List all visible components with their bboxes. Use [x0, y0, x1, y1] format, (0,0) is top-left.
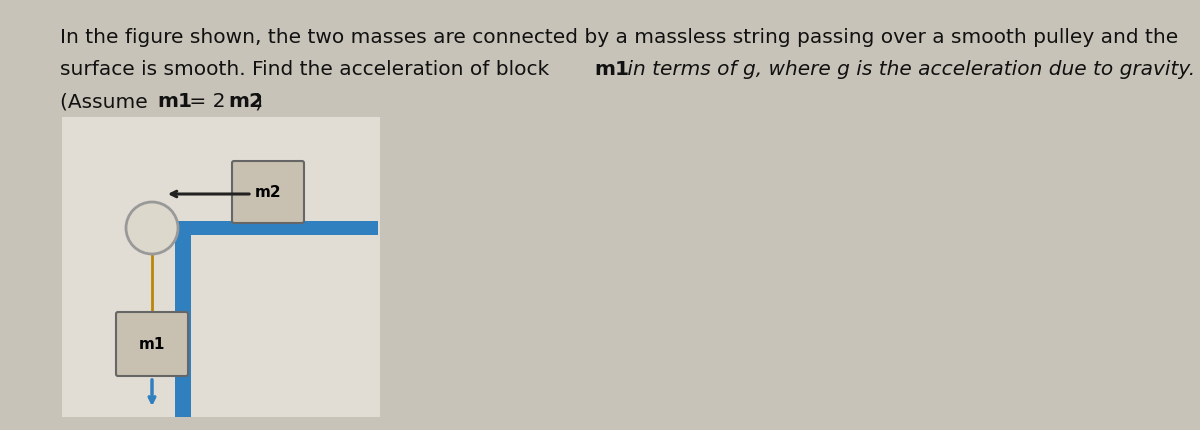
Text: in terms of g, where g is the acceleration due to gravity.: in terms of g, where g is the accelerati…: [622, 60, 1195, 79]
Text: m1: m1: [594, 60, 629, 79]
Bar: [175, 236, 191, 417]
Text: In the figure shown, the two masses are connected by a massless string passing o: In the figure shown, the two masses are …: [60, 28, 1178, 47]
Text: m2: m2: [228, 92, 263, 111]
Text: m1: m1: [157, 92, 192, 111]
Bar: [62, 118, 380, 417]
Bar: [152, 221, 378, 236]
Text: m2: m2: [254, 185, 281, 200]
Text: surface is smooth. Find the acceleration of block: surface is smooth. Find the acceleration…: [60, 60, 556, 79]
FancyBboxPatch shape: [232, 162, 304, 224]
FancyBboxPatch shape: [116, 312, 188, 376]
Text: m1: m1: [139, 337, 166, 352]
Text: (Assume: (Assume: [60, 92, 154, 111]
Circle shape: [126, 203, 178, 255]
Text: = 2: = 2: [182, 92, 232, 111]
Text: ): ): [254, 92, 262, 111]
